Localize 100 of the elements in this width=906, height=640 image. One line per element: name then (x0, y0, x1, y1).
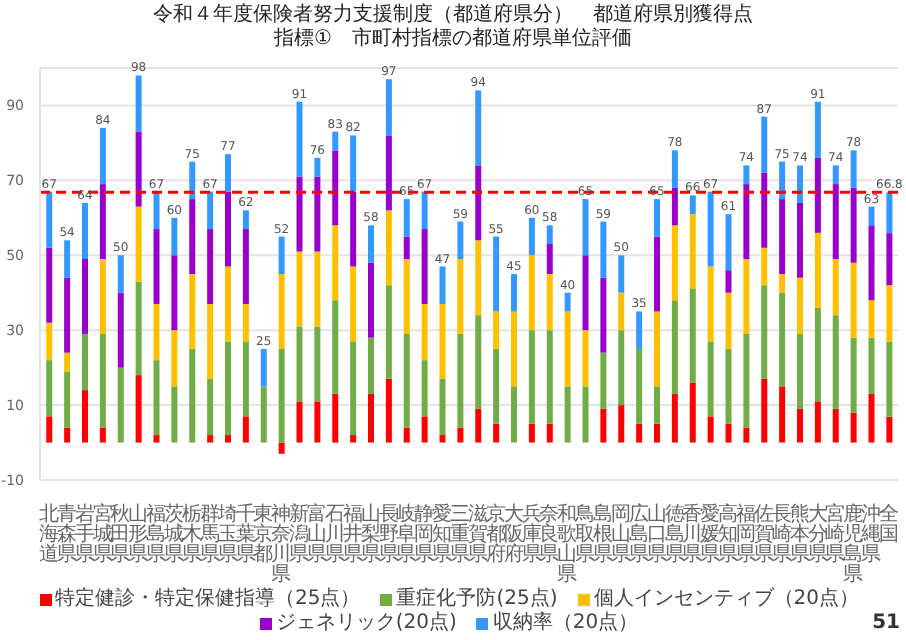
bar (850, 412, 857, 443)
bar (99, 127, 106, 185)
bar (475, 408, 482, 443)
x-tick-label: 徳島県 (664, 504, 685, 566)
bar (457, 221, 464, 260)
bar (832, 408, 839, 443)
x-tick-label: 愛媛県 (700, 502, 721, 566)
x-tick-label: 山形県 (128, 502, 149, 566)
bar (493, 311, 500, 349)
x-tick-label: 岐阜県 (396, 502, 417, 566)
bar (314, 251, 321, 327)
bar (546, 274, 553, 331)
bar (832, 184, 839, 260)
bar (153, 303, 160, 361)
bar (82, 259, 89, 334)
bar (46, 191, 53, 248)
bar (761, 378, 768, 443)
bar (600, 352, 607, 409)
bar (725, 270, 732, 293)
x-tick-label: 長野県 (378, 504, 399, 566)
x-tick-label: 新潟県 (289, 502, 310, 566)
bar (82, 202, 89, 260)
bar (421, 360, 428, 417)
x-tick-label: 山口県 (646, 502, 667, 566)
bar (117, 367, 124, 443)
x-tick-label: 香川県 (682, 502, 703, 566)
bar (779, 199, 786, 274)
bar (832, 315, 839, 409)
bar (761, 172, 768, 248)
bar (528, 330, 535, 424)
bar (618, 330, 625, 406)
bar (564, 311, 571, 387)
bar (671, 393, 678, 443)
text: 51 (872, 612, 900, 634)
bar (725, 348, 732, 424)
bar (403, 199, 410, 237)
bar (403, 259, 410, 334)
x-tick-label: 茨城県 (162, 502, 185, 566)
bar (797, 277, 804, 334)
x-tick-label: 福島県 (146, 502, 167, 566)
bar (368, 225, 375, 263)
bar (564, 386, 571, 443)
bar (457, 259, 464, 334)
bar (779, 161, 786, 200)
bar (528, 255, 535, 331)
bar (493, 348, 500, 424)
bar (278, 274, 285, 349)
bar (528, 217, 535, 256)
bar (707, 341, 714, 417)
legend-label: 収納率（20点） (490, 612, 639, 636)
bar (564, 292, 571, 312)
bar (225, 435, 232, 443)
x-tick-label: 大分県 (807, 502, 828, 566)
x-tick-label: 全国 (879, 502, 900, 546)
bar (886, 341, 893, 417)
x-tick-label: 奈良県 (539, 504, 560, 566)
bar (64, 352, 71, 372)
x-tick-label: 富山県 (307, 502, 328, 566)
bar (493, 423, 500, 443)
bar (600, 277, 607, 353)
x-tick-label: 熊本県 (789, 502, 810, 566)
bar (278, 442, 285, 454)
bar (171, 255, 178, 331)
bar (153, 191, 160, 230)
bar (528, 423, 535, 443)
bar (671, 300, 678, 394)
bar (439, 303, 446, 379)
legend-label: 個人インセンティブ（20点） (591, 588, 859, 611)
bar (278, 348, 285, 443)
x-tick-label: 岡山県 (610, 504, 631, 566)
x-tick-label: 三重県 (450, 504, 471, 566)
bar (46, 416, 53, 443)
bar (689, 214, 696, 289)
bar (886, 192, 893, 234)
bar (225, 154, 232, 192)
x-tick-label: 宮崎県 (825, 502, 846, 566)
bar (64, 427, 71, 443)
bar (189, 161, 196, 200)
bar (743, 333, 750, 428)
bar (832, 165, 839, 185)
bar (886, 285, 893, 342)
bar (779, 292, 786, 387)
bar (64, 371, 71, 428)
x-tick-label: 兵庫県 (521, 502, 542, 566)
bar (314, 176, 321, 252)
bar (814, 307, 821, 402)
bar (636, 311, 643, 349)
bar (153, 360, 160, 436)
bar (743, 184, 750, 260)
bar (707, 191, 714, 267)
x-tick-label: 愛知県 (432, 502, 453, 566)
bar (296, 176, 303, 252)
bar (707, 266, 714, 342)
bar (171, 386, 178, 443)
bar (814, 232, 821, 308)
legend-label: ジェネリック(20点) (273, 612, 457, 636)
bar (814, 157, 821, 233)
x-tick-label: 栃木県 (181, 502, 202, 566)
bar (689, 382, 696, 443)
bar (582, 255, 589, 331)
